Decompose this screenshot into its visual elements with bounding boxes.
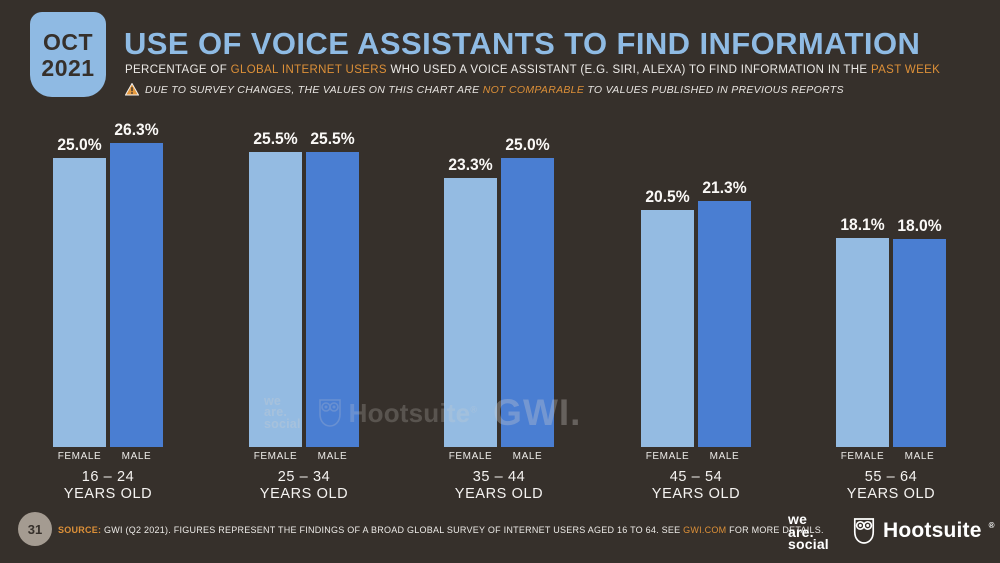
subtitle-highlight-past-week: PAST WEEK [870, 64, 941, 76]
age-range: 25 – 34 [277, 469, 331, 485]
date-badge: OCT 2021 [30, 12, 106, 97]
female-label: FEMALE [253, 451, 298, 462]
subtitle: PERCENTAGE OF GLOBAL INTERNET USERS WHO … [125, 64, 940, 76]
warning-text: DUE TO SURVEY CHANGES, THE VALUES ON THI… [145, 84, 844, 96]
female-value-label: 25.5% [253, 129, 298, 148]
male-bar: 25.5% [306, 129, 359, 447]
female-value-label: 25.0% [57, 135, 102, 154]
bar-pair: 20.5% 21.3% [641, 178, 751, 447]
male-bar: 25.0% [501, 135, 554, 447]
male-value-label: 18.0% [897, 216, 942, 235]
date-badge-month: OCT [42, 28, 94, 55]
gwi-com-link[interactable]: GWI.COM [683, 525, 727, 535]
male-label: MALE [709, 451, 740, 462]
male-bar: 26.3% [110, 120, 163, 447]
series-labels: FEMALE MALE [836, 451, 946, 462]
series-labels: FEMALE MALE [249, 451, 359, 462]
age-group-label: 25 – 34 YEARS OLD [204, 469, 404, 502]
female-label: FEMALE [645, 451, 690, 462]
male-value-label: 26.3% [114, 120, 159, 139]
male-bar: 18.0% [893, 216, 946, 447]
page-title: USE OF VOICE ASSISTANTS TO FIND INFORMAT… [124, 26, 921, 61]
age-group-label: 55 – 64 YEARS OLD [791, 469, 991, 502]
female-value-label: 18.1% [840, 215, 885, 234]
age-range: 45 – 54 [669, 469, 723, 485]
male-value-label: 25.0% [505, 135, 550, 154]
male-bar: 21.3% [698, 178, 751, 447]
page-number: 31 [27, 521, 43, 537]
warning-text-part: TO VALUES PUBLISHED IN PREVIOUS REPORTS [584, 83, 844, 96]
female-label: FEMALE [448, 451, 493, 462]
age-suffix: YEARS OLD [454, 485, 544, 502]
age-group-label: 35 – 44 YEARS OLD [399, 469, 599, 502]
source-text: FOR MORE DETAILS. [726, 525, 824, 535]
female-label: FEMALE [840, 451, 885, 462]
warning-triangle-icon [125, 83, 139, 96]
bar-pair: 23.3% 25.0% [444, 135, 554, 447]
bar-group: 18.1% 18.0% FEMALE MALE 55 – 64 YEARS OLD [791, 0, 991, 563]
bar-group: 20.5% 21.3% FEMALE MALE 45 – 54 YEARS OLD [596, 0, 796, 563]
logo-text: social [788, 536, 829, 552]
male-label: MALE [512, 451, 543, 462]
female-bar: 25.5% [249, 129, 302, 447]
logo-text: Hootsuite [883, 519, 982, 542]
bar-pair: 25.5% 25.5% [249, 129, 359, 447]
subtitle-highlight-global-internet-users: GLOBAL INTERNET USERS [230, 64, 387, 76]
hootsuite-owl-icon [853, 518, 875, 544]
age-suffix: YEARS OLD [63, 485, 153, 502]
female-bar: 25.0% [53, 135, 106, 447]
bar-pair: 25.0% 26.3% [53, 120, 163, 447]
survey-warning-note: DUE TO SURVEY CHANGES, THE VALUES ON THI… [125, 83, 844, 96]
age-suffix: YEARS OLD [651, 485, 741, 502]
age-group-label: 45 – 54 YEARS OLD [596, 469, 796, 502]
source-text: GWI (Q2 2021). FIGURES REPRESENT THE FIN… [101, 525, 684, 535]
series-labels: FEMALE MALE [444, 451, 554, 462]
source-note: SOURCE: GWI (Q2 2021). FIGURES REPRESENT… [58, 525, 824, 535]
warning-text-part: DUE TO SURVEY CHANGES, THE VALUES ON THI… [145, 83, 483, 96]
male-value-label: 25.5% [310, 129, 355, 148]
bar-group: 25.0% 26.3% FEMALE MALE 16 – 24 YEARS OLD [8, 0, 208, 563]
age-group-label: 16 – 24 YEARS OLD [8, 469, 208, 502]
we-are-social-logo: we are. social [788, 511, 829, 552]
female-label: FEMALE [57, 451, 102, 462]
male-label: MALE [121, 451, 152, 462]
warning-highlight-not-comparable: NOT COMPARABLE [482, 83, 585, 96]
logo-text: we [788, 511, 808, 527]
age-range: 35 – 44 [472, 469, 526, 485]
age-range: 16 – 24 [81, 469, 135, 485]
female-bar: 23.3% [444, 155, 497, 447]
female-value-label: 23.3% [448, 155, 493, 174]
male-label: MALE [317, 451, 348, 462]
age-range: 55 – 64 [864, 469, 918, 485]
subtitle-text: PERCENTAGE OF [125, 64, 231, 76]
bar-pair: 18.1% 18.0% [836, 215, 946, 447]
female-value-label: 20.5% [645, 187, 690, 206]
female-bar: 20.5% [641, 187, 694, 447]
hootsuite-logo: Hootsuite ® [852, 517, 995, 545]
age-suffix: YEARS OLD [846, 485, 936, 502]
subtitle-text: WHO USED A VOICE ASSISTANT (E.G. SIRI, A… [386, 64, 871, 76]
source-label: SOURCE: [58, 525, 102, 535]
page-number-badge: 31 [18, 512, 52, 546]
bar-group: 25.5% 25.5% FEMALE MALE 25 – 34 YEARS OLD [204, 0, 404, 563]
date-badge-year: 2021 [41, 54, 95, 81]
logo-text: are. [788, 523, 814, 540]
age-suffix: YEARS OLD [259, 485, 349, 502]
male-label: MALE [904, 451, 935, 462]
male-value-label: 21.3% [702, 178, 747, 197]
registered-mark: ® [988, 521, 995, 530]
series-labels: FEMALE MALE [641, 451, 751, 462]
series-labels: FEMALE MALE [53, 451, 163, 462]
female-bar: 18.1% [836, 215, 889, 447]
bar-group: 23.3% 25.0% FEMALE MALE 35 – 44 YEARS OLD [399, 0, 599, 563]
